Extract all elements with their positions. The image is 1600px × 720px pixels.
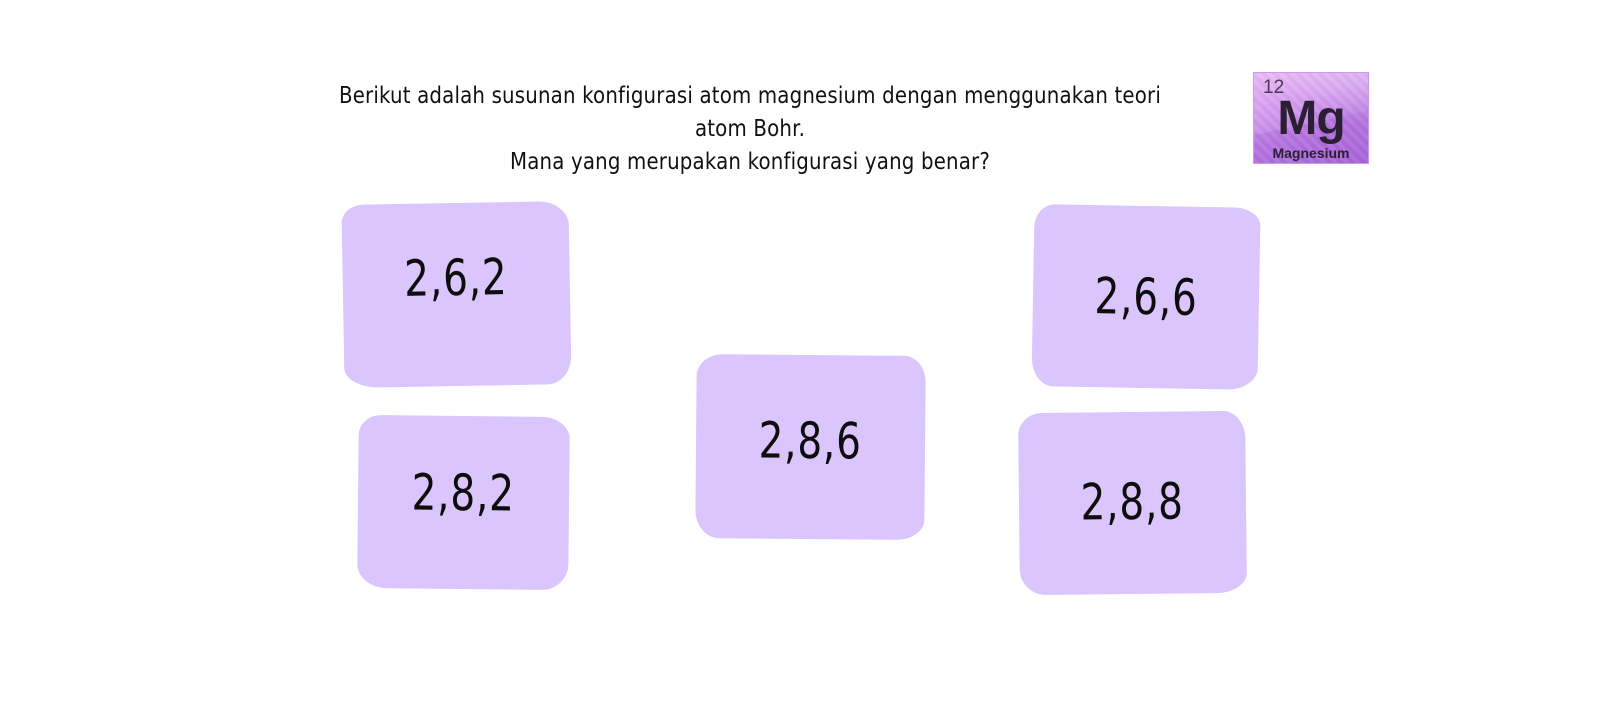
- answer-option-card[interactable]: 2,8,2: [357, 415, 570, 590]
- element-symbol: Mg: [1254, 91, 1368, 146]
- question-line-1: Berikut adalah susunan konfigurasi atom …: [320, 80, 1180, 146]
- answer-option-card[interactable]: 2,6,6: [1031, 204, 1260, 390]
- answer-option-card[interactable]: 2,8,6: [695, 354, 926, 540]
- answer-option-card[interactable]: 2,6,2: [341, 201, 571, 388]
- answer-option-label: 2,6,6: [1094, 267, 1198, 327]
- question-line-2: Mana yang merupakan konfigurasi yang ben…: [320, 146, 1180, 179]
- element-name: Magnesium: [1254, 145, 1368, 161]
- question-text: Berikut adalah susunan konfigurasi atom …: [320, 80, 1180, 179]
- answer-option-label: 2,8,8: [1081, 472, 1185, 531]
- answer-option-card[interactable]: 2,8,8: [1018, 411, 1247, 595]
- magnesium-element-tile-icon: 12 Mg Magnesium: [1253, 72, 1369, 164]
- answer-option-label: 2,6,2: [404, 248, 508, 308]
- answer-option-label: 2,8,6: [759, 412, 863, 471]
- answer-option-label: 2,8,2: [412, 463, 516, 522]
